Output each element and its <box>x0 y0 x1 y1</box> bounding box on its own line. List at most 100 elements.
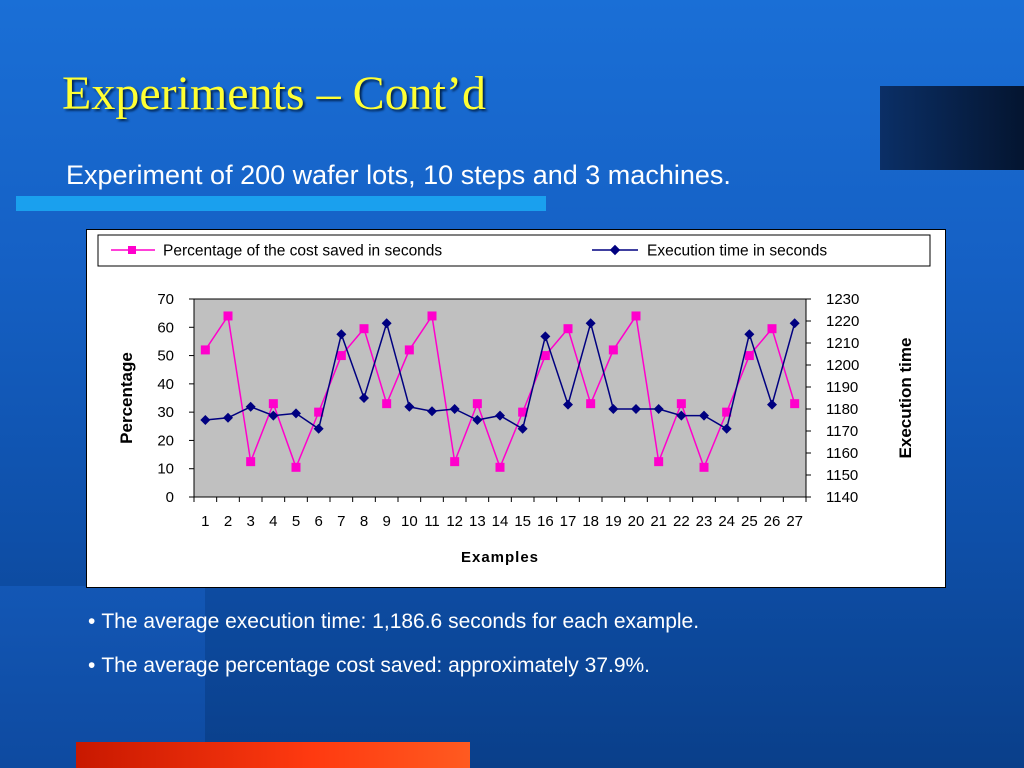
chart-panel: Percentage of the cost saved in seconds … <box>86 229 946 588</box>
right-tick-label: 1220 <box>826 313 859 330</box>
data-point-execution <box>359 393 369 403</box>
legend-marker-execution <box>609 244 621 256</box>
decorative-dark-block <box>880 86 1024 170</box>
left-tick-label: 50 <box>157 348 174 365</box>
x-tick-label: 6 <box>314 513 322 530</box>
data-point-percentage <box>608 345 618 355</box>
data-point-execution <box>789 318 800 329</box>
data-point-percentage <box>268 399 278 409</box>
series-layer <box>200 311 800 472</box>
data-point-percentage <box>200 345 210 355</box>
left-tick-label: 30 <box>157 404 174 421</box>
legend: Percentage of the cost saved in seconds … <box>97 234 931 267</box>
x-tick-label: 16 <box>537 513 554 530</box>
data-point-percentage <box>676 399 686 409</box>
data-point-execution <box>313 423 324 434</box>
bullet-dot: • <box>88 610 96 633</box>
slide-title: Experiments – Cont’d <box>62 67 486 120</box>
left-tick-label: 0 <box>166 489 174 506</box>
data-point-execution <box>699 410 709 421</box>
right-tick-label: 1180 <box>826 401 858 418</box>
data-point-execution <box>585 318 596 329</box>
chart-svg: Percentage of the cost saved in seconds … <box>97 234 931 566</box>
decorative-cyan-bar <box>16 196 546 211</box>
left-tick-label: 70 <box>157 291 174 308</box>
data-point-percentage <box>382 399 392 409</box>
right-tick-label: 1170 <box>826 423 858 440</box>
slide-subtitle: Experiment of 200 wafer lots, 10 steps a… <box>66 160 731 190</box>
data-point-percentage <box>744 351 754 361</box>
right-tick-label: 1190 <box>826 379 858 396</box>
right-tick-label: 1150 <box>826 467 858 484</box>
data-point-percentage <box>450 457 460 467</box>
x-tick-label: 13 <box>469 513 486 530</box>
data-point-execution <box>767 399 777 410</box>
data-point-execution <box>336 329 347 340</box>
data-point-execution <box>427 406 437 417</box>
x-tick-label: 12 <box>446 513 463 530</box>
bullet-item: • The average percentage cost saved: appr… <box>88 654 699 678</box>
x-tick-label: 7 <box>337 513 345 530</box>
x-tick-label: 23 <box>696 513 713 530</box>
x-tick-label: 2 <box>224 513 232 530</box>
legend-box <box>97 234 931 267</box>
data-point-percentage <box>359 324 369 334</box>
data-point-percentage <box>314 407 324 417</box>
x-tick-label: 14 <box>492 513 509 530</box>
data-point-execution <box>381 318 392 329</box>
right-tick-label: 1230 <box>826 291 859 308</box>
data-point-execution <box>540 331 551 342</box>
data-point-execution <box>721 423 732 434</box>
data-point-percentage <box>427 311 437 321</box>
left-tick-label: 20 <box>157 432 174 449</box>
data-point-percentage <box>518 407 528 417</box>
left-tick-label: 10 <box>157 461 174 478</box>
right-tick-label: 1200 <box>826 357 859 374</box>
data-point-execution <box>223 412 233 423</box>
data-point-execution <box>563 399 573 410</box>
x-tick-label: 20 <box>628 513 645 530</box>
x-tick-label: 10 <box>401 513 418 530</box>
legend-marker-percentage <box>128 246 136 254</box>
left-tick-label: 60 <box>157 319 174 336</box>
data-point-execution <box>676 410 687 421</box>
right-tick-label: 1210 <box>826 335 859 352</box>
data-point-execution <box>291 408 301 419</box>
x-tick-label: 8 <box>360 513 368 530</box>
x-tick-label: 4 <box>269 513 277 530</box>
data-point-percentage <box>790 399 800 409</box>
data-point-percentage <box>336 351 346 361</box>
right-axis: 1140 1150 1160 1170 1180 1190 1200 1210 1220 1230 <box>806 291 859 506</box>
x-axis-label: Examples <box>461 549 539 566</box>
x-tick-label: 5 <box>292 513 300 530</box>
left-axis: 0 10 20 30 40 50 60 70 <box>157 291 194 506</box>
right-tick-label: 1160 <box>826 445 858 462</box>
bullet-list: • The average execution time: 1,186.6 sec… <box>88 610 699 698</box>
legend-label-percentage: Percentage of the cost saved in seconds <box>163 243 442 260</box>
bullet-text: The average percentage cost saved: appro… <box>101 654 651 677</box>
x-tick-label: 18 <box>582 513 599 530</box>
data-point-percentage <box>722 407 732 417</box>
x-tick-label: 25 <box>741 513 758 530</box>
data-point-execution <box>608 404 619 414</box>
x-tick-label: 22 <box>673 513 690 530</box>
x-axis: 1 2 3 4 5 6 7 8 9 10 11 12 13 14 15 16 17 18 19 20 21 22 23 24 2… <box>193 497 807 530</box>
data-point-percentage <box>223 311 233 321</box>
x-tick-label: 24 <box>718 513 735 530</box>
decorative-red-bar <box>76 742 470 768</box>
x-tick-label: 19 <box>605 513 622 530</box>
data-point-percentage <box>404 345 414 355</box>
data-point-execution <box>495 410 505 421</box>
x-tick-label: 21 <box>650 513 667 530</box>
data-point-percentage <box>246 457 256 467</box>
data-point-execution <box>517 423 528 434</box>
data-point-percentage <box>472 399 482 409</box>
x-tick-label: 17 <box>560 513 577 530</box>
data-point-percentage <box>631 311 641 321</box>
x-tick-label: 15 <box>514 513 531 530</box>
data-point-percentage <box>586 399 596 409</box>
legend-label-execution: Execution time in seconds <box>647 243 827 260</box>
x-tick-label: 9 <box>382 513 390 530</box>
data-point-execution <box>268 410 279 421</box>
y-axis-label: Percentage <box>117 352 136 444</box>
